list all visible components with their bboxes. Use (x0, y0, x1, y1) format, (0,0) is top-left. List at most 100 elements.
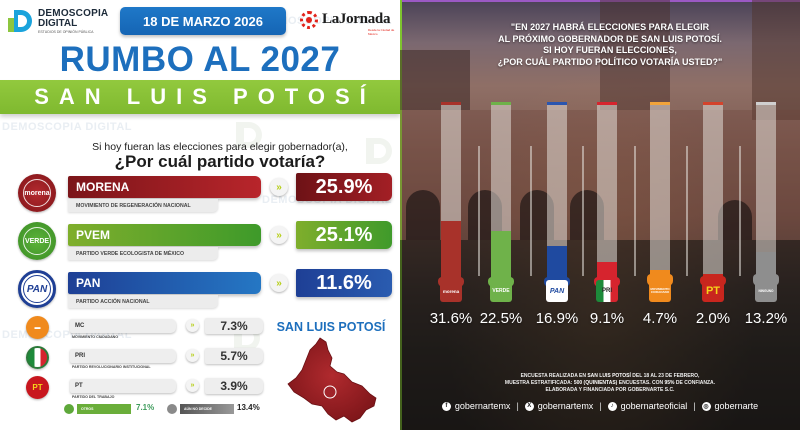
ninguno-label: NINGUNO (755, 280, 777, 302)
survey-question: "EN 2027 HABRÁ ELECCIONES PARA ELEGIR AL… (497, 22, 723, 67)
question-heading: ¿Por cuál partido votaría? (114, 152, 326, 171)
chevron-right-icon: » (186, 319, 199, 332)
pt-star-icon: PT (26, 376, 49, 399)
party-percentage: 25.9% (296, 173, 392, 201)
instagram-icon: ◎ (701, 401, 711, 411)
jornada-name: LaJornada (322, 11, 391, 27)
demoscopia-panel: DEMOSCOPIA DIGITAL DEMOSCOPIA DIGITAL DE… (0, 6, 400, 423)
flagpole (530, 146, 532, 276)
demoscopia-d-icon (8, 8, 32, 34)
date-badge: 18 DE MARZO 2026 (120, 7, 286, 35)
header: DEMOSCOPIA DIGITAL ESTUDIOS DE OPINIÓN P… (0, 6, 400, 36)
column-percentage: 4.7% (642, 310, 678, 327)
column-percentage: 9.1% (589, 310, 625, 327)
social-handle: gobernarte (714, 401, 759, 411)
methodology-note: ENCUESTA REALIZADA EN SAN LUIS POTOSÍ DE… (504, 373, 716, 393)
tiktok-icon: ♪ (607, 401, 617, 411)
others-label: OTROS (77, 404, 131, 414)
background-building (400, 50, 470, 110)
party-row-pt: PT PT PARTIDO DEL TRABAJO » 3.9% (0, 376, 270, 406)
chevron-right-icon: » (270, 178, 288, 196)
jornada-tagline: Desde la Ciudad de México (368, 28, 395, 36)
watermark: DEMOSCOPIA DIGITAL (2, 121, 132, 133)
la-jornada-logo: LaJornada Desde la Ciudad de México (298, 10, 398, 36)
social-instagram[interactable]: ◎ gobernarte (701, 401, 759, 411)
separator: | (516, 401, 519, 411)
party-name: PAN (68, 272, 261, 294)
party-name: PRI (70, 349, 176, 363)
chevron-right-icon: » (186, 349, 199, 362)
party-percentage: 11.6% (296, 269, 392, 297)
column-percentage: 22.5% (479, 310, 523, 327)
pri-emblem-icon (26, 346, 49, 369)
flagpole (582, 146, 584, 276)
social-links: f gobernartemx | X gobernartemx | ♪ gobe… (400, 399, 800, 413)
morena-emblem-icon: morena (18, 174, 56, 212)
accent-line (400, 0, 800, 2)
party-name: MC (70, 319, 176, 333)
logo-tagline: ESTUDIOS DE OPINIÓN PÚBLICA (38, 30, 94, 34)
party-full-name: MOVIMIENTO DE REGENERACIÓN NACIONAL (68, 199, 218, 212)
party-full-name: PARTIDO VERDE ECOLOGISTA DE MÉXICO (68, 247, 218, 260)
separator: | (693, 401, 696, 411)
map-title: SAN LUIS POTOSÍ (276, 320, 386, 334)
pri-logo-icon: PRI (596, 280, 618, 302)
party-row-morena: morena MORENA MOVIMIENTO DE REGENERACIÓN… (0, 172, 400, 218)
party-full-name: PARTIDO DEL TRABAJO (72, 395, 115, 399)
chevron-right-icon: » (186, 379, 199, 392)
flagpole (634, 146, 636, 276)
party-percentage: 5.7% (205, 348, 263, 364)
party-full-name: MOVIMIENTO CIUDADANO (72, 335, 119, 339)
chevron-right-icon: » (270, 274, 288, 292)
logo-text-2: DIGITAL (38, 18, 78, 29)
jornada-gear-icon (300, 11, 318, 29)
flagpole (739, 146, 741, 276)
separator: | (599, 401, 602, 411)
others-person-icon (64, 404, 74, 414)
party-row-mc: ▬ MC MOVIMIENTO CIUDADANO » 7.3% (0, 316, 270, 346)
flagpole (686, 146, 688, 276)
flagpole (478, 146, 480, 276)
social-handle: gobernartemx (454, 401, 511, 411)
page-title: RUMBO AL 2027 (59, 40, 341, 79)
undecided-label: AÚN NO DECIDE (180, 404, 234, 414)
social-x[interactable]: X gobernartemx (524, 401, 594, 411)
party-row-pan: PAN PAN PARTIDO ACCIÓN NACIONAL » 11.6% (0, 268, 400, 314)
background-tower (752, 0, 800, 120)
state-band: SAN LUIS POTOSÍ (0, 80, 400, 114)
morena-logo-icon: morena (440, 280, 462, 302)
mc-eagle-icon: ▬ (26, 316, 49, 339)
party-name: MORENA (68, 176, 261, 198)
party-percentage: 25.1% (296, 221, 392, 249)
logo-text-1: DEMOSCOPIA (38, 8, 109, 19)
pan-logo-icon: PAN (546, 280, 568, 302)
column-percentage: 13.2% (744, 310, 788, 327)
pan-emblem-icon: PAN (18, 270, 56, 308)
social-tiktok[interactable]: ♪ gobernarteoficial (607, 401, 688, 411)
facebook-icon: f (441, 401, 451, 411)
social-handle: gobernarteoficial (620, 401, 688, 411)
social-facebook[interactable]: f gobernartemx (441, 401, 511, 411)
undecided-percentage: 13.4% (237, 403, 260, 412)
state-name: SAN LUIS POTOSÍ (34, 84, 376, 109)
undecided-question-icon (167, 404, 177, 414)
demoscopia-logo: DEMOSCOPIA DIGITAL ESTUDIOS DE OPINIÓN P… (8, 8, 108, 34)
column-percentage: 31.6% (429, 310, 473, 327)
pvem-logo-icon: VERDE (490, 280, 512, 302)
column-percentage: 2.0% (695, 310, 731, 327)
party-name: PT (70, 379, 176, 393)
social-handle: gobernartemx (537, 401, 594, 411)
question-text: Si hoy fueran las elecciones para elegir… (92, 141, 348, 153)
column-percentage: 16.9% (535, 310, 579, 327)
party-row-pri: PRI PARTIDO REVOLUCIONARIO INSTITUCIONAL… (0, 346, 270, 376)
party-full-name: PARTIDO REVOLUCIONARIO INSTITUCIONAL (72, 365, 151, 369)
gobernarte-panel: "EN 2027 HABRÁ ELECCIONES PARA ELEGIR AL… (400, 0, 800, 430)
background-tower (600, 0, 670, 110)
pvem-emblem-icon: VERDE (18, 222, 56, 260)
party-name: PVEM (68, 224, 261, 246)
mc-logo-icon: MOVIMIENTO CIUDADANO (649, 280, 671, 302)
others-percentage: 7.1% (136, 403, 155, 412)
party-percentage: 3.9% (205, 378, 263, 394)
party-row-pvem: VERDE PVEM PARTIDO VERDE ECOLOGISTA DE M… (0, 220, 400, 266)
